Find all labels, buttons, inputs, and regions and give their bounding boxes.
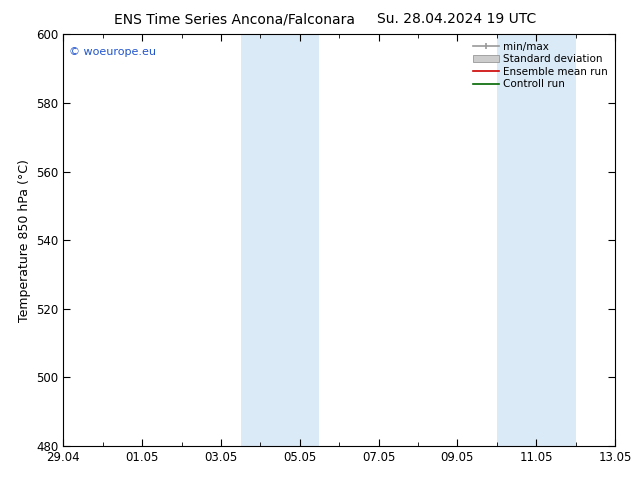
- Text: ENS Time Series Ancona/Falconara: ENS Time Series Ancona/Falconara: [114, 12, 355, 26]
- Legend: min/max, Standard deviation, Ensemble mean run, Controll run: min/max, Standard deviation, Ensemble me…: [470, 40, 610, 92]
- Y-axis label: Temperature 850 hPa (°C): Temperature 850 hPa (°C): [18, 159, 30, 321]
- Text: © woeurope.eu: © woeurope.eu: [69, 47, 156, 57]
- Bar: [241, 34, 320, 446]
- Bar: [497, 34, 576, 446]
- Text: Su. 28.04.2024 19 UTC: Su. 28.04.2024 19 UTC: [377, 12, 536, 26]
